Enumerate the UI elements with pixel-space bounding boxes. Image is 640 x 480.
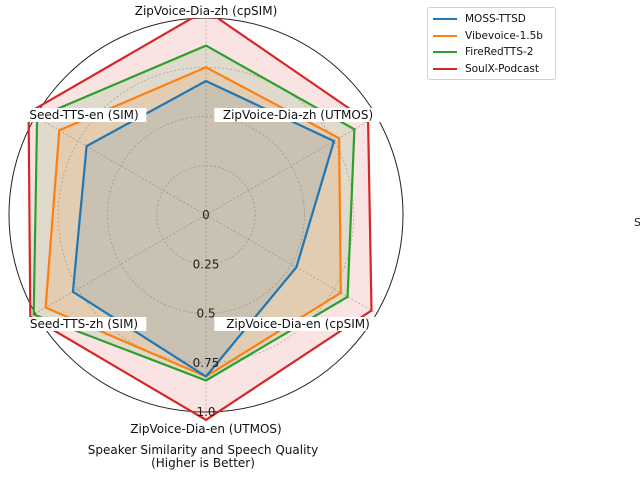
axis-label-bg: [122, 422, 290, 436]
legend-swatch: [433, 34, 457, 37]
axis-label-text: ZipVoice-Dia-zh (UTMOS): [223, 108, 373, 122]
chart-caption: Speaker Similarity and Speech Quality (H…: [48, 444, 358, 470]
legend-swatch: [433, 51, 457, 54]
axis-label-text: ZipVoice-Dia-en (UTMOS): [130, 422, 281, 436]
chart-legend: MOSS-TTSD Vibevoice-1.5b FireRedTTS-2 So…: [427, 7, 556, 80]
clipped-label: S: [634, 216, 640, 229]
axis-label-bg: [122, 4, 290, 18]
grid-ring: [57, 66, 355, 364]
axis-label-bg: [21, 317, 147, 331]
axis-label-text: ZipVoice-Dia-zh (cpSIM): [135, 4, 278, 18]
radial-tick-label: 0.5: [196, 307, 215, 321]
legend-swatch: [433, 18, 457, 21]
axis-label-bg: [214, 108, 382, 122]
radial-tick-label: 1.0: [196, 405, 215, 419]
series-line: [71, 79, 336, 378]
grid-ring: [107, 116, 305, 314]
legend-item: Vibevoice-1.5b: [433, 28, 555, 45]
axis-label-text: Seed-TTS-zh (SIM): [30, 317, 138, 331]
axis-label-bg: [214, 317, 382, 331]
series-fill: [72, 81, 335, 377]
radial-tick-label: 0: [202, 208, 210, 222]
axis-label-bg: [21, 108, 147, 122]
series-fill: [33, 45, 355, 381]
axis-label: ZipVoice-Dia-zh (cpSIM): [122, 4, 290, 18]
axis-label-text: ZipVoice-Dia-en (cpSIM): [226, 317, 370, 331]
legend-label: MOSS-TTSD: [465, 13, 526, 26]
axis-label: ZipVoice-Dia-en (cpSIM): [214, 317, 382, 331]
legend-label: SoulX-Podcast: [465, 62, 539, 75]
radial-tick-label: 0.25: [193, 257, 220, 271]
axis-labels: ZipVoice-Dia-zh (cpSIM) ZipVoice-Dia-zh (…: [21, 4, 382, 436]
series-fill: [45, 67, 341, 377]
grid-spoke: [35, 214, 207, 314]
caption-line-1: Speaker Similarity and Speech Quality: [87, 443, 319, 457]
axis-label: ZipVoice-Dia-zh (UTMOS): [214, 108, 382, 122]
axis-label-text: Seed-TTS-en (SIM): [29, 108, 138, 122]
axis-label: Seed-TTS-zh (SIM): [21, 317, 147, 331]
legend-label: Vibevoice-1.5b: [465, 29, 543, 42]
legend-swatch: [433, 67, 457, 70]
radial-tick-label: 0.75: [193, 356, 220, 370]
axis-label: ZipVoice-Dia-en (UTMOS): [122, 422, 290, 436]
legend-item: SoulX-Podcast: [433, 61, 555, 78]
grid-spoke: [35, 116, 207, 216]
radial-ticks: 0 0.25 0.5 0.75 1.0: [193, 208, 220, 419]
grid-spoke: [205, 116, 377, 216]
caption-line-2: (Higher is Better): [151, 456, 255, 470]
legend-item: MOSS-TTSD: [433, 11, 555, 28]
legend-item: FireRedTTS-2: [433, 44, 555, 61]
axis-label: Seed-TTS-en (SIM): [21, 108, 147, 122]
legend-label: FireRedTTS-2: [465, 46, 534, 59]
